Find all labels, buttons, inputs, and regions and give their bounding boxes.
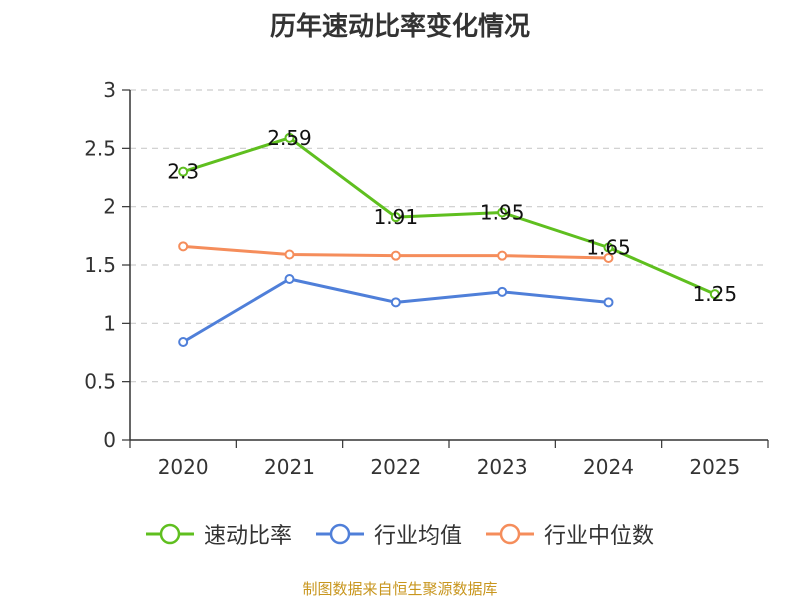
data-point — [390, 212, 401, 223]
chart-title: 历年速动比率变化情况 — [269, 12, 530, 42]
grid-lines — [130, 89, 768, 383]
x-tick-label: 2020 — [158, 455, 209, 479]
data-point — [284, 274, 295, 284]
series — [178, 132, 720, 347]
y-tick-label: 1.5 — [84, 253, 116, 277]
y-tick-label: 0 — [103, 428, 116, 452]
y-tick-label: 1 — [103, 311, 116, 335]
data-point — [178, 241, 189, 252]
series-line-1 — [182, 136, 716, 296]
legend-label: 行业中位数 — [544, 524, 655, 549]
data-point — [497, 207, 508, 218]
axes: 0 0.5 1 1.5 2 2.5 3 2020 2021 2022 2023 2024 2025 — [84, 78, 769, 479]
x-tick-label: 2021 — [264, 455, 315, 479]
legend-swatch-icon — [145, 523, 194, 545]
y-tick-label: 3 — [103, 78, 116, 102]
x-tick-label: 2025 — [689, 455, 740, 479]
data-label: 1.95 — [480, 201, 525, 225]
legend-item-quick-ratio[interactable]: 速动比率 — [145, 518, 292, 550]
data-point — [284, 249, 295, 260]
legend-label: 行业均值 — [373, 524, 462, 549]
data-point — [603, 297, 614, 308]
data-label: 2.59 — [267, 126, 312, 150]
data-point — [497, 286, 508, 297]
x-tick-label: 2023 — [477, 455, 528, 479]
data-label: 2.3 — [167, 160, 199, 184]
legend-item-industry-mean[interactable]: 行业均值 — [315, 518, 462, 550]
x-tick-label: 2024 — [583, 455, 634, 479]
data-label: 1.91 — [374, 205, 419, 229]
legend: 速动比率 行业均值 行业中位数 — [0, 518, 800, 550]
y-tick-label: 0.5 — [84, 370, 116, 394]
y-tick-label: 2.5 — [84, 136, 116, 160]
data-label: 1.65 — [586, 236, 631, 260]
data-point — [178, 337, 189, 347]
legend-item-industry-median[interactable]: 行业中位数 — [486, 518, 654, 550]
data-labels: 2.3 2.59 1.91 1.95 1.65 1.25 — [167, 126, 737, 306]
data-point — [603, 242, 614, 253]
series-line-2 — [182, 277, 609, 344]
data-point — [390, 250, 401, 261]
data-point — [284, 132, 295, 143]
data-point — [603, 253, 614, 263]
data-point — [390, 297, 401, 308]
data-point — [497, 250, 508, 261]
x-tick-label: 2022 — [370, 455, 421, 479]
legend-swatch-icon — [486, 523, 534, 545]
legend-label: 速动比率 — [203, 524, 292, 549]
legend-swatch-icon — [315, 523, 364, 545]
data-point — [178, 166, 189, 177]
y-tick-label: 2 — [103, 195, 116, 219]
source-note: 制图数据来自恒生聚源数据库 — [302, 580, 498, 598]
data-label: 1.25 — [693, 282, 738, 306]
data-point — [709, 289, 720, 300]
